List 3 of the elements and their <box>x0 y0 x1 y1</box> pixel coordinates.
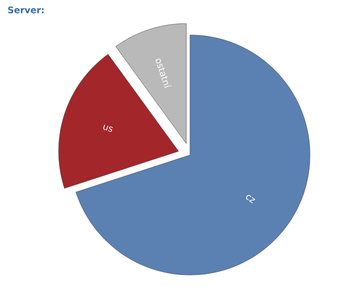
slice-label: us <box>103 124 113 132</box>
slice-label: cz <box>246 195 256 204</box>
chart-title: Server: <box>8 6 44 14</box>
